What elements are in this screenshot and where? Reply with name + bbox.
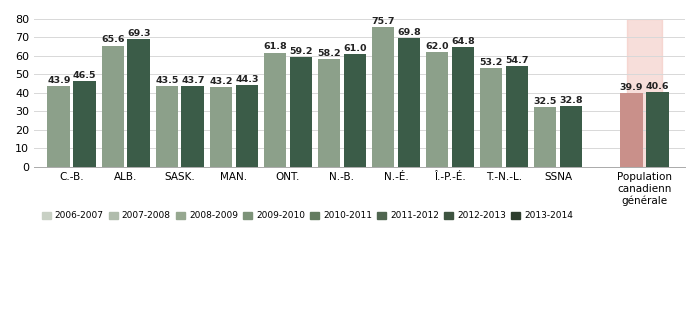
Text: 62.0: 62.0 [426,42,449,51]
Bar [452,47,475,167]
Text: 65.6: 65.6 [101,35,125,44]
Text: 40.6: 40.6 [645,82,669,91]
Text: 43.9: 43.9 [47,75,71,85]
Text: 32.5: 32.5 [533,97,556,106]
Bar [372,27,394,167]
Bar [155,87,178,167]
Text: 54.7: 54.7 [505,56,528,64]
Bar [264,52,286,167]
Bar [560,106,582,167]
Bar [74,81,96,167]
Text: 58.2: 58.2 [317,49,341,58]
Bar [181,86,204,167]
Text: 69.8: 69.8 [397,28,421,37]
Text: 61.0: 61.0 [343,44,367,53]
Bar [290,57,312,167]
Bar [102,46,124,167]
Text: 59.2: 59.2 [289,47,313,56]
Bar [480,68,503,167]
Text: 75.7: 75.7 [371,17,395,26]
Bar [533,107,556,167]
Bar [505,66,528,167]
Text: 53.2: 53.2 [480,58,503,67]
Text: 32.8: 32.8 [559,96,583,105]
Text: 44.3: 44.3 [235,75,258,84]
Bar [127,39,150,167]
Bar [620,93,643,167]
Bar [627,19,662,167]
Text: 43.5: 43.5 [155,76,178,85]
Text: 39.9: 39.9 [620,83,643,92]
Bar [344,54,366,167]
Text: 43.2: 43.2 [209,77,232,86]
Bar [318,59,340,167]
Bar [426,52,449,167]
Text: 61.8: 61.8 [263,42,287,52]
Bar [48,86,70,167]
Bar [646,92,668,167]
Legend: 2006-2007, 2007-2008, 2008-2009, 2009-2010, 2010-2011, 2011-2012, 2012-2013, 201: 2006-2007, 2007-2008, 2008-2009, 2009-20… [38,208,576,224]
Bar [209,87,232,167]
Text: 46.5: 46.5 [73,71,97,80]
Text: 43.7: 43.7 [181,76,204,85]
Bar [235,85,258,167]
Text: 64.8: 64.8 [451,37,475,46]
Bar [398,38,420,167]
Text: 69.3: 69.3 [127,29,150,38]
